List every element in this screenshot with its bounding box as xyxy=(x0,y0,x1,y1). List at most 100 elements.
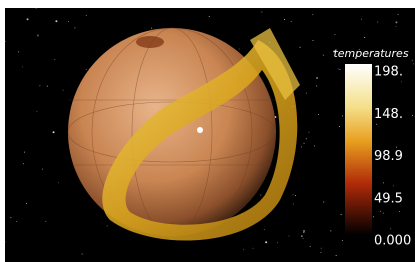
star xyxy=(320,252,321,253)
colorbar-label: 49.5 xyxy=(374,191,403,206)
star xyxy=(398,14,399,15)
star xyxy=(306,138,307,139)
star xyxy=(393,185,394,186)
star xyxy=(316,85,317,86)
star xyxy=(53,131,55,133)
star xyxy=(5,41,6,42)
star xyxy=(310,246,311,247)
colorbar-label: 0.000 xyxy=(374,234,411,249)
star xyxy=(39,85,40,86)
star xyxy=(341,214,342,215)
star xyxy=(303,230,305,232)
star xyxy=(339,69,340,70)
star xyxy=(300,47,301,48)
star xyxy=(412,115,413,116)
star xyxy=(301,235,303,237)
star xyxy=(26,203,27,204)
star xyxy=(336,255,337,256)
star xyxy=(253,248,254,249)
star xyxy=(37,34,39,36)
star xyxy=(23,163,24,164)
star xyxy=(22,66,23,67)
star xyxy=(303,232,304,233)
star xyxy=(68,21,69,22)
star xyxy=(243,249,244,250)
star xyxy=(303,238,304,239)
star xyxy=(338,68,339,69)
star xyxy=(16,221,17,222)
star xyxy=(151,28,152,29)
star xyxy=(412,60,413,61)
star xyxy=(24,152,25,153)
star xyxy=(330,230,331,231)
star xyxy=(396,26,397,27)
viewer: temperatures 198. 148. 98.9 49.5 0.000 xyxy=(0,0,415,262)
colorbar xyxy=(345,64,372,235)
star xyxy=(399,211,400,212)
star xyxy=(55,20,57,22)
star xyxy=(373,216,374,217)
star xyxy=(36,111,37,112)
star xyxy=(312,14,313,15)
star xyxy=(342,115,343,116)
star xyxy=(390,228,391,229)
star xyxy=(47,86,48,87)
star xyxy=(261,12,262,13)
star xyxy=(291,21,292,22)
star xyxy=(308,132,309,133)
star xyxy=(265,241,267,243)
star xyxy=(401,81,402,82)
star xyxy=(301,146,302,147)
star xyxy=(380,211,381,212)
star xyxy=(321,248,322,249)
star xyxy=(209,16,210,17)
star xyxy=(395,21,397,23)
star xyxy=(323,55,324,56)
star xyxy=(383,213,384,214)
star xyxy=(58,182,59,183)
star xyxy=(413,63,414,64)
star xyxy=(314,145,315,146)
star xyxy=(107,225,108,226)
colorbar-label: 198. xyxy=(374,65,403,80)
star xyxy=(86,69,87,70)
star xyxy=(304,143,305,144)
star xyxy=(295,195,296,196)
star xyxy=(74,27,75,28)
star xyxy=(45,221,46,222)
colorbar-title: temperatures xyxy=(333,47,408,60)
star xyxy=(264,229,265,230)
star xyxy=(383,182,384,183)
star xyxy=(18,51,19,52)
star xyxy=(284,19,285,20)
colorbar-label: 98.9 xyxy=(374,149,403,164)
star xyxy=(293,194,294,195)
star xyxy=(334,34,335,35)
star xyxy=(10,217,11,218)
star xyxy=(42,169,43,170)
star xyxy=(312,40,313,41)
star xyxy=(318,114,319,115)
star xyxy=(86,15,87,16)
star xyxy=(239,49,240,50)
star xyxy=(289,236,290,237)
star xyxy=(63,90,64,91)
star xyxy=(361,19,362,20)
star xyxy=(364,37,365,38)
center-marker xyxy=(197,127,203,133)
star xyxy=(260,195,261,196)
star xyxy=(82,254,83,255)
star xyxy=(339,126,340,127)
star xyxy=(5,241,6,242)
star xyxy=(377,21,378,22)
star xyxy=(36,8,37,9)
star xyxy=(27,18,29,20)
star xyxy=(396,147,397,148)
colorbar-label: 148. xyxy=(374,107,403,122)
star xyxy=(277,242,278,243)
star xyxy=(323,202,324,203)
star xyxy=(342,240,343,241)
star xyxy=(376,124,377,125)
star xyxy=(316,77,318,79)
star xyxy=(54,59,55,60)
